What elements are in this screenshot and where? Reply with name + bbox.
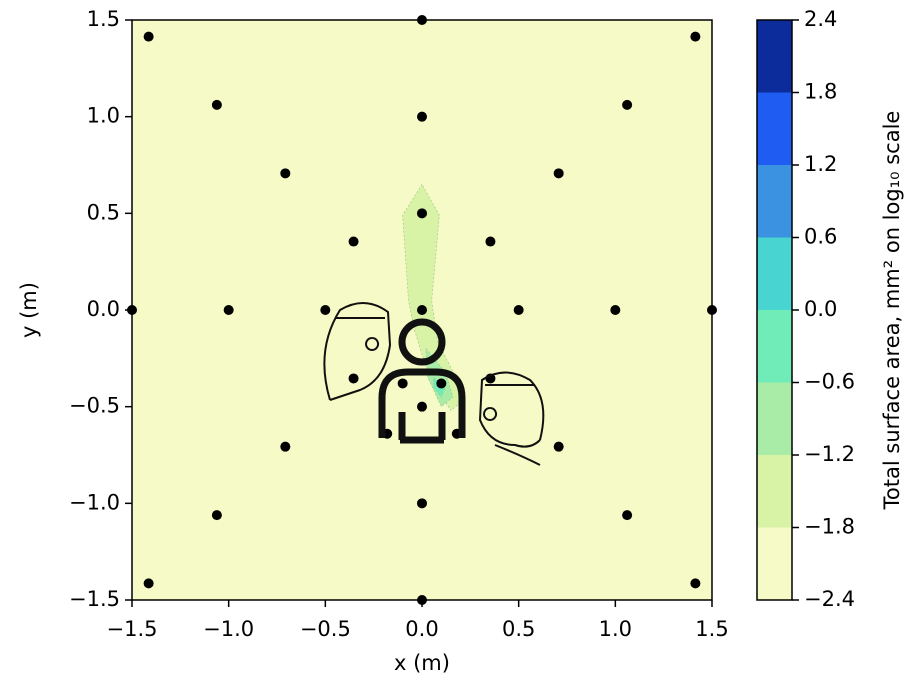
sensor-point (348, 373, 359, 384)
sensor-point (417, 305, 427, 315)
sensor-point (211, 510, 222, 521)
sensor-point (280, 168, 291, 179)
sensor-point (690, 31, 701, 42)
x-tick-label: −1.5 (107, 617, 158, 641)
sensor-point (485, 236, 496, 247)
y-axis-label: y (m) (17, 282, 41, 338)
colorbar-tick-label: 2.4 (804, 7, 837, 31)
sensor-point (223, 305, 234, 315)
colorbar-segment (757, 527, 792, 600)
colorbar-tick-label: −0.6 (804, 370, 855, 394)
sensor-point (417, 208, 427, 219)
figure-left (323, 302, 392, 401)
sensor-point (143, 578, 154, 589)
sensor-point (397, 378, 408, 389)
colorbar-tick-label: 1.8 (804, 80, 837, 104)
sensor-point (553, 168, 564, 179)
colorbar-segment (757, 455, 792, 528)
sensor-point (553, 441, 564, 452)
colorbar-tick-label: −1.8 (804, 515, 855, 539)
colorbar-tick-label: 1.2 (804, 152, 837, 176)
colorbar-segment (757, 382, 792, 455)
sensor-point (320, 305, 331, 315)
sensor-point (417, 498, 427, 509)
figure-right (478, 371, 545, 466)
sensor-point (280, 441, 291, 452)
sensor-point (211, 99, 222, 110)
person-body (378, 368, 466, 444)
colorbar-segment (757, 20, 792, 93)
sensor-point (610, 305, 621, 315)
y-tick-label: −1.0 (69, 490, 120, 514)
y-tick-label: 0.5 (87, 200, 120, 224)
colorbar-segment (757, 310, 792, 383)
sensor-point (513, 305, 524, 315)
x-axis-label: x (m) (394, 651, 450, 675)
x-tick-label: 0.0 (405, 617, 438, 641)
illustration (323, 302, 545, 466)
sensor-point (348, 236, 359, 247)
sensor-point (690, 578, 701, 589)
colorbar-segment (757, 92, 792, 165)
sensor-point (417, 111, 427, 122)
sensor-point (417, 401, 427, 412)
colorbar-tick-label: 0.0 (804, 297, 837, 321)
x-tick-label: 1.0 (599, 617, 632, 641)
sensor-point (436, 378, 447, 389)
y-tick-label: 0.0 (87, 297, 120, 321)
contour-region (402, 183, 463, 411)
plot-area (127, 15, 717, 605)
person-head (398, 318, 446, 366)
sensor-point (622, 510, 633, 521)
sensor-point (622, 99, 633, 110)
y-tick-label: −0.5 (69, 394, 120, 418)
x-tick-label: 0.5 (502, 617, 535, 641)
colorbar-tick-label: −2.4 (804, 587, 855, 611)
y-tick-label: 1.0 (87, 104, 120, 128)
colorbar-label: Total surface area, mm² on log₁₀ scale (880, 111, 904, 511)
y-tick-label: −1.5 (69, 587, 120, 611)
x-tick-label: −0.5 (300, 617, 351, 641)
x-tick-label: 1.5 (695, 617, 728, 641)
x-tick-label: −1.0 (203, 617, 254, 641)
colorbar-tick-label: −1.2 (804, 442, 855, 466)
colorbar-segment (757, 165, 792, 238)
sensor-point (143, 31, 154, 42)
y-tick-label: 1.5 (87, 7, 120, 31)
colorbar-tick-label: 0.6 (804, 225, 837, 249)
colorbar-segment (757, 237, 792, 310)
